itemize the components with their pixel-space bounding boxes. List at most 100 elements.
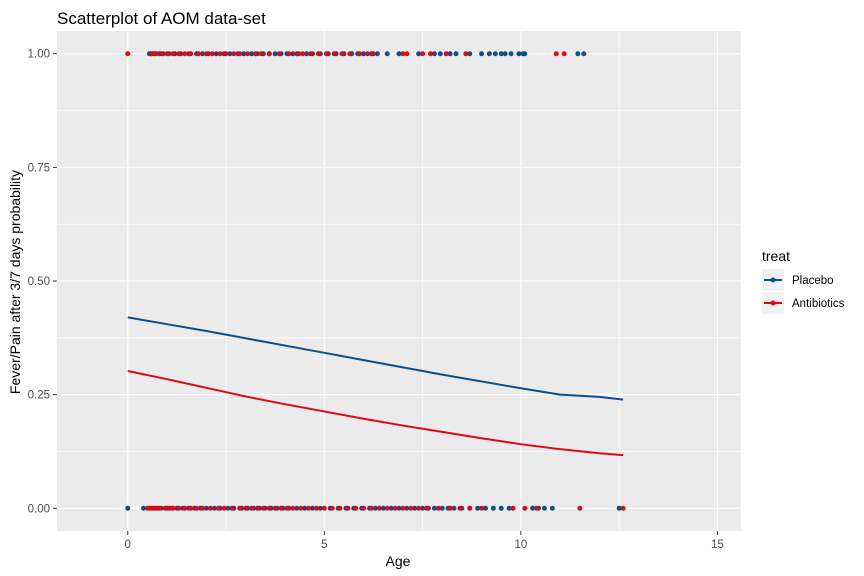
chart-title: Scatterplot of AOM data-set [57, 9, 266, 28]
placebo-point [447, 51, 453, 57]
data-points [125, 51, 626, 511]
placebo-point [549, 505, 555, 511]
antibiotics-point [156, 505, 162, 511]
y-tick-label: 0.25 [28, 390, 50, 402]
antibiotics-point [170, 505, 176, 511]
antibiotics-point [152, 51, 158, 57]
antibiotics-point [209, 51, 215, 57]
x-tick-label: 0 [125, 539, 131, 551]
legend-keys: Placebo Antibiotics [762, 269, 845, 314]
y-tick-label: 0.75 [28, 162, 50, 174]
antibiotics-point [176, 505, 182, 511]
placebo-point [508, 51, 514, 57]
antibiotics-point [170, 51, 176, 57]
antibiotics-point [416, 505, 422, 511]
placebo-point [516, 51, 522, 57]
placebo-point [380, 505, 386, 511]
antibiotics-point [144, 505, 150, 511]
antibiotics-point [221, 505, 227, 511]
placebo-point [213, 51, 219, 57]
placebo-point [211, 505, 217, 511]
antibiotics-point [404, 51, 410, 57]
placebo-point [203, 505, 209, 511]
antibiotics-point [365, 51, 371, 57]
antibiotics-point [243, 505, 249, 511]
antibiotics-point [223, 51, 229, 57]
antibiotics-legend-point [770, 300, 776, 306]
placebo-fit-line [127, 316, 624, 401]
antibiotics-point [237, 505, 243, 511]
antibiotics-point [467, 505, 473, 511]
placebo-point [506, 505, 512, 511]
placebo-point [486, 51, 492, 57]
placebo-point [302, 505, 308, 511]
fit-lines [127, 316, 624, 457]
placebo-point [241, 51, 247, 57]
antibiotics-point [258, 51, 264, 57]
antibiotics-point [294, 51, 300, 57]
placebo-point [541, 505, 547, 511]
y-tick-label: 0.00 [28, 503, 50, 515]
x-tick-label: 10 [514, 539, 527, 551]
antibiotics-point [313, 505, 319, 511]
antibiotics-point [435, 505, 441, 511]
x-tick-label: 15 [711, 539, 724, 551]
placebo-point [317, 505, 323, 511]
placebo-point [431, 51, 437, 57]
placebo-point [482, 505, 488, 511]
antibiotics-point [298, 505, 304, 511]
placebo-point [522, 51, 528, 57]
antibiotics-legend-label: Antibiotics [792, 298, 845, 310]
x-axis-title: Age [386, 553, 411, 569]
placebo-point [575, 51, 581, 57]
antibiotics-point [400, 505, 406, 511]
antibiotics-point [447, 505, 453, 511]
y-tick-label: 1.00 [28, 49, 50, 61]
placebo-point [388, 505, 394, 511]
antibiotics-point [148, 51, 154, 57]
antibiotics-point [357, 51, 363, 57]
antibiotics-point [479, 505, 485, 511]
antibiotics-point [392, 505, 398, 511]
antibiotics-point [315, 51, 321, 57]
antibiotics-point [457, 505, 463, 511]
antibiotics-point [196, 51, 202, 57]
antibiotics-fit-line [127, 370, 624, 457]
antibiotics-point [427, 51, 433, 57]
placebo-point [294, 505, 300, 511]
antibiotics-point [217, 51, 223, 57]
antibiotics-point [203, 51, 209, 57]
antibiotics-point [182, 51, 188, 57]
antibiotics-point [424, 505, 430, 511]
antibiotics-point [553, 51, 559, 57]
placebo-point [396, 505, 402, 511]
antibiotics-point [286, 51, 292, 57]
antibiotics-point [253, 51, 259, 57]
antibiotics-point [321, 505, 327, 511]
placebo-point [361, 51, 367, 57]
antibiotics-point [370, 51, 376, 57]
antibiotics-point [347, 51, 353, 57]
legend: treat Placebo Antibiotics [762, 248, 845, 314]
antibiotics-point [229, 505, 235, 511]
y-tick-label: 0.50 [28, 276, 50, 288]
y-axis: 0.00 0.25 0.50 0.75 1.00 [28, 49, 57, 515]
placebo-point [227, 51, 233, 57]
placebo-point [125, 505, 131, 511]
placebo-legend-point [770, 277, 776, 283]
placebo-point [492, 51, 498, 57]
placebo-point [467, 51, 473, 57]
legend-title: treat [762, 248, 790, 264]
placebo-point [502, 51, 508, 57]
y-axis-title: Fever/Pain after 3/7 days probability [7, 170, 23, 394]
placebo-point [374, 51, 380, 57]
antibiotics-point [215, 505, 221, 511]
antibiotics-point [534, 505, 540, 511]
placebo-point [490, 505, 496, 511]
antibiotics-point [284, 505, 290, 511]
antibiotics-point [164, 51, 170, 57]
placebo-point [439, 505, 445, 511]
antibiotics-point [266, 51, 272, 57]
antibiotics-point [323, 51, 329, 57]
placebo-point [140, 505, 146, 511]
